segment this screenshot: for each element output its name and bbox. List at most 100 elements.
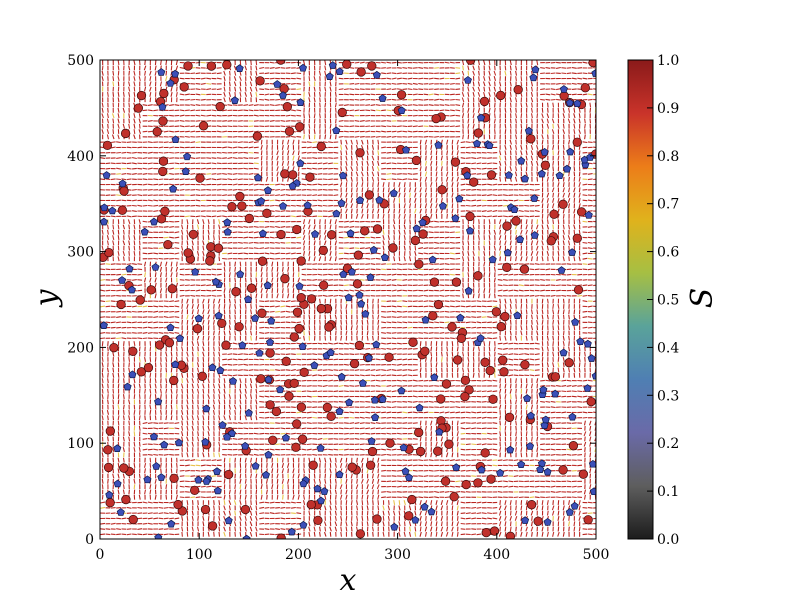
director-segment [175,195,180,196]
director-segment [116,174,121,175]
director-segment [277,278,278,283]
director-segment [588,333,593,334]
director-segment [153,327,158,328]
director-segment [429,227,434,228]
director-segment [521,129,522,134]
director-segment [357,320,358,325]
director-segment [196,105,201,106]
director-segment [397,311,402,312]
director-segment [429,333,434,334]
director-segment [516,156,517,161]
director-segment [387,110,392,111]
director-segment [277,161,278,166]
director-segment [588,174,593,175]
director-segment [100,158,105,159]
director-segment [190,195,195,196]
director-segment [314,331,315,336]
director-segment [526,145,527,150]
director-segment [397,317,402,318]
director-segment [434,253,439,254]
director-segment [180,147,185,148]
director-segment [447,193,448,198]
director-segment [206,206,211,207]
director-segment [387,158,392,159]
director-segment [206,195,211,196]
director-segment [148,184,153,185]
director-segment [537,129,538,134]
director-segment [508,290,513,291]
director-segment [169,221,174,222]
director-segment [265,333,270,334]
director-segment [579,188,580,193]
director-segment [254,184,259,185]
director-segment [418,333,423,334]
director-segment [212,115,217,116]
director-segment [387,174,392,175]
director-segment [312,158,317,159]
director-segment [537,315,538,320]
director-segment [542,219,543,224]
director-segment [127,158,132,159]
director-segment [387,105,392,106]
director-segment [344,227,349,228]
director-segment [180,274,185,275]
director-segment [484,272,485,277]
director-segment [381,110,386,111]
director-segment [111,264,116,265]
director-segment [224,294,225,299]
director-segment [344,285,349,286]
director-segment [245,288,246,293]
director-segment [254,211,259,212]
director-segment [108,341,109,346]
director-segment [588,269,593,270]
director-segment [159,147,164,148]
director-segment [371,237,376,238]
director-segment [344,105,349,106]
director-segment [143,237,148,238]
director-segment [471,163,476,164]
director-segment [487,301,492,302]
director-segment [116,296,121,297]
director-segment [143,184,148,185]
director-segment [548,172,549,177]
director-segment [505,124,506,129]
director-segment [387,84,392,85]
director-segment [281,121,286,122]
director-segment [482,174,487,175]
director-segment [371,105,376,106]
director-segment [455,73,460,74]
director-segment [256,336,257,341]
director-segment [461,142,466,143]
director-segment [171,262,172,267]
director-segment [196,205,201,206]
director-segment [118,97,119,102]
director-segment [238,110,243,111]
director-segment [493,190,498,191]
director-segment [553,320,554,325]
director-segment [588,258,593,259]
director-segment [413,131,418,132]
director-segment [206,78,211,79]
director-segment [254,190,259,191]
director-segment [132,312,137,313]
director-segment [367,304,368,309]
director-segment [387,301,392,302]
director-segment [150,97,151,102]
director-segment [233,221,238,222]
director-segment [344,237,349,238]
director-segment [286,306,291,307]
director-segment [328,174,333,175]
director-segment [159,126,164,127]
director-segment [238,121,243,122]
director-segment [553,124,554,129]
director-segment [561,68,566,69]
director-segment [137,290,142,291]
director-segment [579,219,580,224]
director-segment [346,320,347,325]
director-segment [376,253,381,254]
director-segment [148,227,153,228]
director-segment [254,216,259,217]
director-segment [553,315,554,320]
director-segment [583,221,588,222]
director-segment [468,267,469,272]
